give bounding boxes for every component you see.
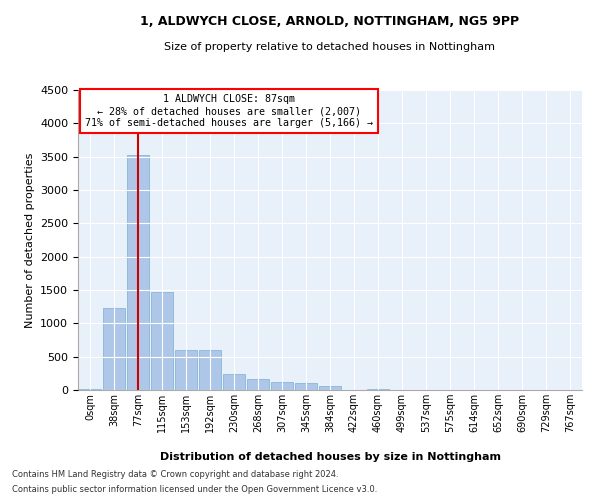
Text: Contains public sector information licensed under the Open Government Licence v3: Contains public sector information licen… bbox=[12, 485, 377, 494]
Bar bbox=[247, 378, 269, 390]
Bar bbox=[223, 374, 245, 390]
Text: 1 ALDWYCH CLOSE: 87sqm
← 28% of detached houses are smaller (2,007)
71% of semi-: 1 ALDWYCH CLOSE: 87sqm ← 28% of detached… bbox=[85, 94, 373, 128]
Bar bbox=[295, 384, 317, 390]
Bar bbox=[103, 308, 125, 390]
Text: Contains HM Land Registry data © Crown copyright and database right 2024.: Contains HM Land Registry data © Crown c… bbox=[12, 470, 338, 479]
Text: 1, ALDWYCH CLOSE, ARNOLD, NOTTINGHAM, NG5 9PP: 1, ALDWYCH CLOSE, ARNOLD, NOTTINGHAM, NG… bbox=[140, 15, 520, 28]
Bar bbox=[175, 350, 197, 390]
Bar bbox=[271, 382, 293, 390]
Bar bbox=[319, 386, 341, 390]
Bar bbox=[199, 350, 221, 390]
Bar bbox=[151, 292, 173, 390]
Bar bbox=[127, 154, 149, 390]
Y-axis label: Number of detached properties: Number of detached properties bbox=[25, 152, 35, 328]
Text: Distribution of detached houses by size in Nottingham: Distribution of detached houses by size … bbox=[160, 452, 500, 462]
Text: Size of property relative to detached houses in Nottingham: Size of property relative to detached ho… bbox=[164, 42, 496, 52]
